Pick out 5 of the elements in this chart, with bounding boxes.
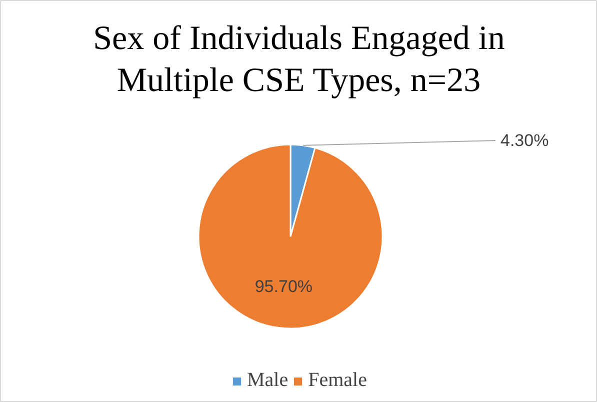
data-label: 95.70%: [254, 277, 313, 296]
legend-label: Male: [247, 369, 288, 392]
legend-label: Female: [308, 369, 367, 392]
data-label: 4.30%: [500, 131, 549, 150]
chart-title: Sex of Individuals Engaged in Multiple CSE Types, n=23: [93, 20, 505, 99]
